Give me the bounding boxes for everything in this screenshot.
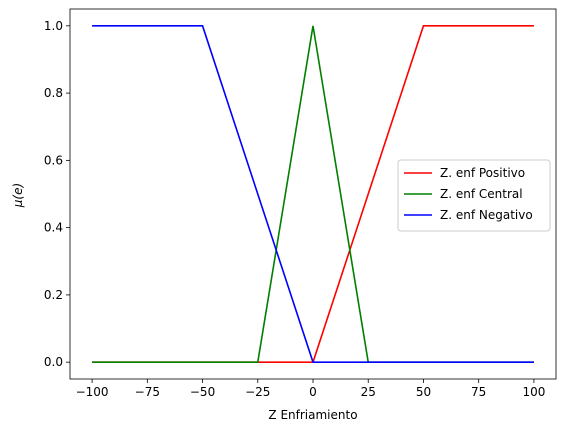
x-tick-label: −25 [245,385,270,399]
x-tick-label: 50 [416,385,431,399]
legend-label: Z. enf Positivo [440,166,525,180]
x-tick-label: −50 [190,385,215,399]
y-axis-title: μ(e) [11,183,25,208]
x-tick-label: 100 [522,385,545,399]
legend: Z. enf Positivo Z. enf Central Z. enf Nega… [397,159,551,232]
x-axis-ticks: −100 −75 −50 −25 0 25 50 75 100 [76,379,545,399]
legend-label: Z. enf Central [440,187,523,201]
x-tick-label: 75 [471,385,486,399]
x-tick-label: −75 [135,385,160,399]
y-tick-label: 0.6 [44,153,63,167]
legend-box [397,159,551,232]
plot-lines [92,25,534,363]
series-line-3 [92,25,534,363]
y-tick-label: 0.8 [44,86,63,100]
x-axis-title: Z Enfriamiento [268,408,357,422]
x-tick-label: 0 [309,385,317,399]
y-tick-label: 0.2 [44,288,63,302]
y-axis-ticks: 0.0 0.2 0.4 0.6 0.8 1.0 [44,19,70,369]
x-tick-label: −100 [76,385,109,399]
legend-label: Z. enf Negativo [440,208,533,222]
y-tick-label: 0.0 [44,355,63,369]
x-tick-label: 25 [361,385,376,399]
y-tick-label: 0.4 [44,221,63,235]
y-tick-label: 1.0 [44,19,63,33]
